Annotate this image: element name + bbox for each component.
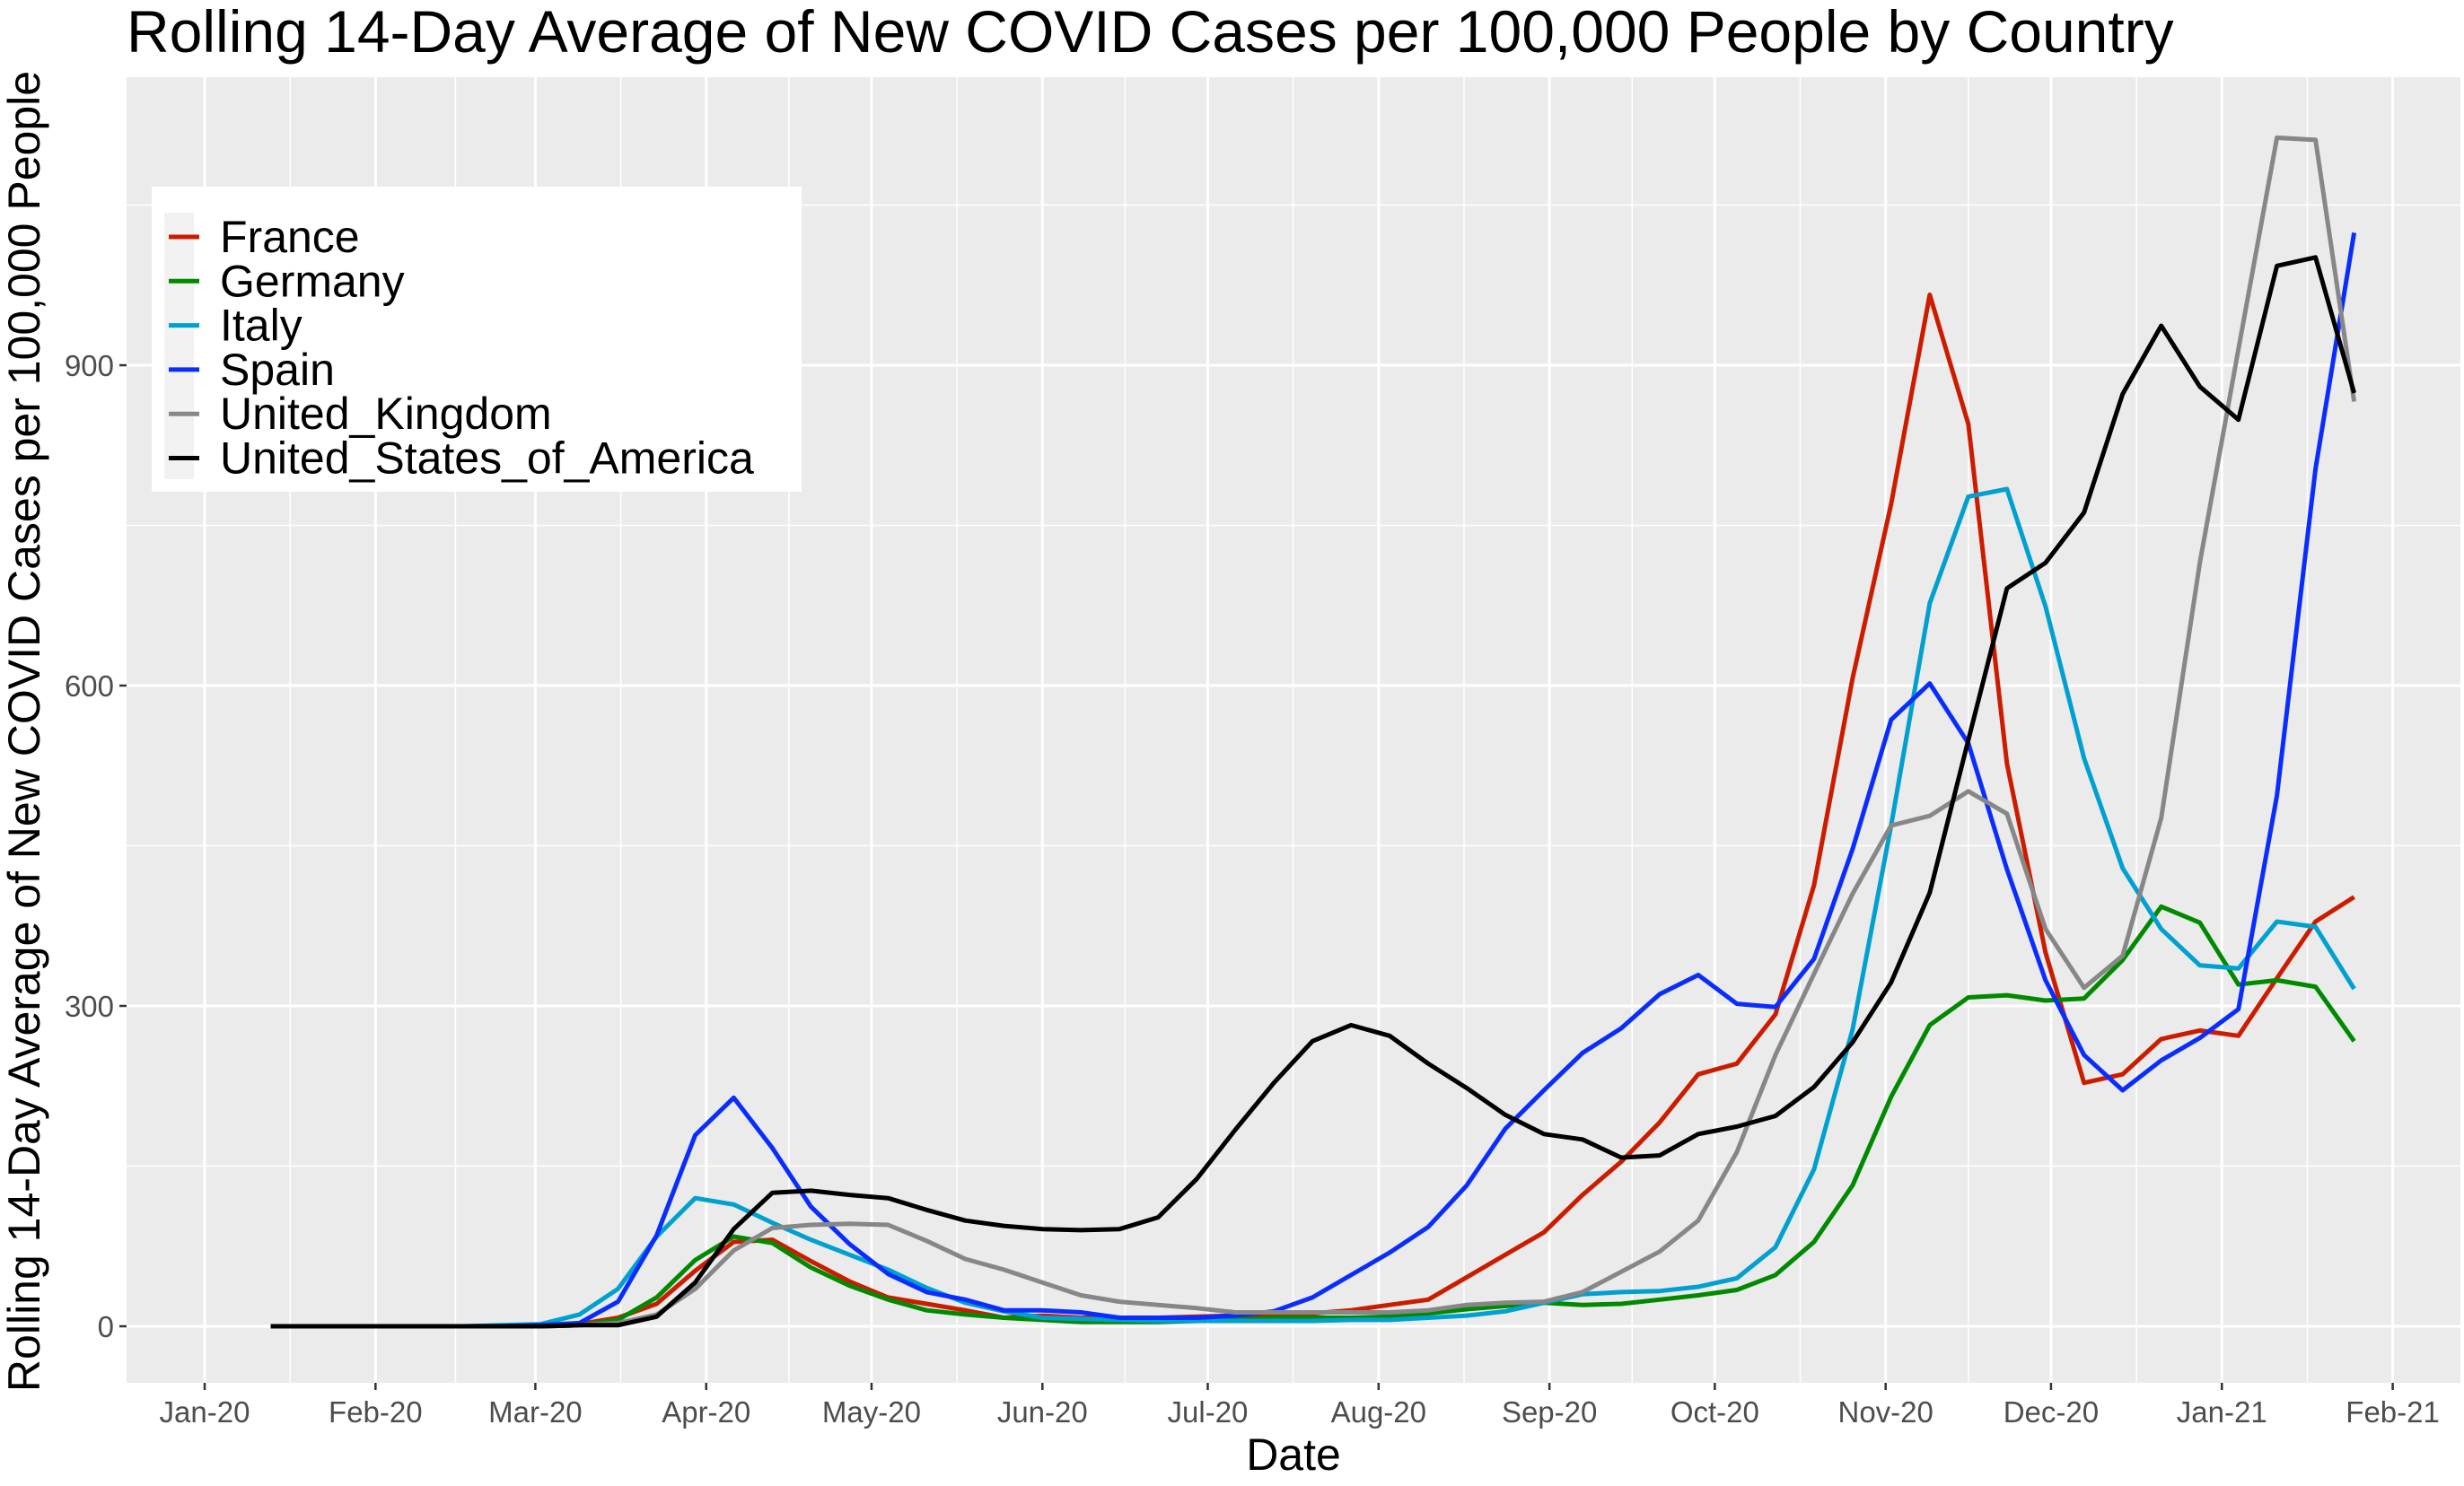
y-tick-label: 600 (65, 669, 114, 703)
x-tick-label: May-20 (822, 1395, 921, 1429)
x-tick-label: Jan-21 (2177, 1395, 2267, 1429)
x-tick-label: Apr-20 (662, 1395, 750, 1429)
chart-title: Rolling 14-Day Average of New COVID Case… (127, 0, 2174, 65)
legend-item: Spain (169, 345, 335, 395)
x-tick-label: Dec-20 (2004, 1395, 2099, 1429)
legend-box (152, 187, 802, 492)
x-tick-label: Nov-20 (1838, 1395, 1933, 1429)
y-tick-label: 0 (98, 1310, 114, 1343)
x-tick-label: Jun-20 (997, 1395, 1088, 1429)
legend-label: France (220, 212, 360, 262)
series-line-italy (270, 486, 2356, 1329)
legend-label: United_Kingdom (220, 389, 552, 439)
x-tick-label: Feb-21 (2346, 1395, 2440, 1429)
y-tick-label: 900 (65, 349, 114, 382)
y-tick-label: 300 (65, 990, 114, 1023)
legend-label: Italy (220, 301, 303, 351)
x-axis-title: Date (1246, 1429, 1341, 1480)
x-tick-label: Feb-20 (329, 1395, 423, 1429)
x-tick-label: Oct-20 (1670, 1395, 1759, 1429)
x-tick-label: Sep-20 (1502, 1395, 1597, 1429)
x-tick-label: Mar-20 (488, 1395, 583, 1429)
legend-item: Germany (169, 256, 405, 306)
x-tick-label: Jan-20 (160, 1395, 250, 1429)
x-axis: Jan-20 Feb-20 Mar-20 Apr-20 May-20 Jun-20 Jul-… (160, 1383, 2440, 1429)
legend-item: United_States_of_America (169, 433, 754, 484)
series-line-germany (270, 904, 2356, 1329)
series-lines (270, 135, 2357, 1329)
series-line-spain (270, 232, 2357, 1329)
legend-item: United_Kingdom (169, 389, 552, 439)
series-line-united-states-of-america (270, 255, 2357, 1329)
legend-item: France (169, 212, 360, 262)
legend-label: Germany (220, 256, 405, 306)
y-axis: 0 300 600 900 (65, 349, 127, 1343)
legend-key-background (164, 213, 194, 479)
legend-label: Spain (220, 345, 335, 395)
x-tick-label: Jul-20 (1168, 1395, 1249, 1429)
legend: FranceGermanyItalySpainUnited_KingdomUni… (152, 187, 802, 492)
legend-item: Italy (169, 301, 303, 351)
y-axis-title: Rolling 14-Day Average of New COVID Case… (0, 71, 49, 1392)
x-tick-label: Aug-20 (1331, 1395, 1426, 1429)
legend-label: United_States_of_America (220, 433, 754, 484)
